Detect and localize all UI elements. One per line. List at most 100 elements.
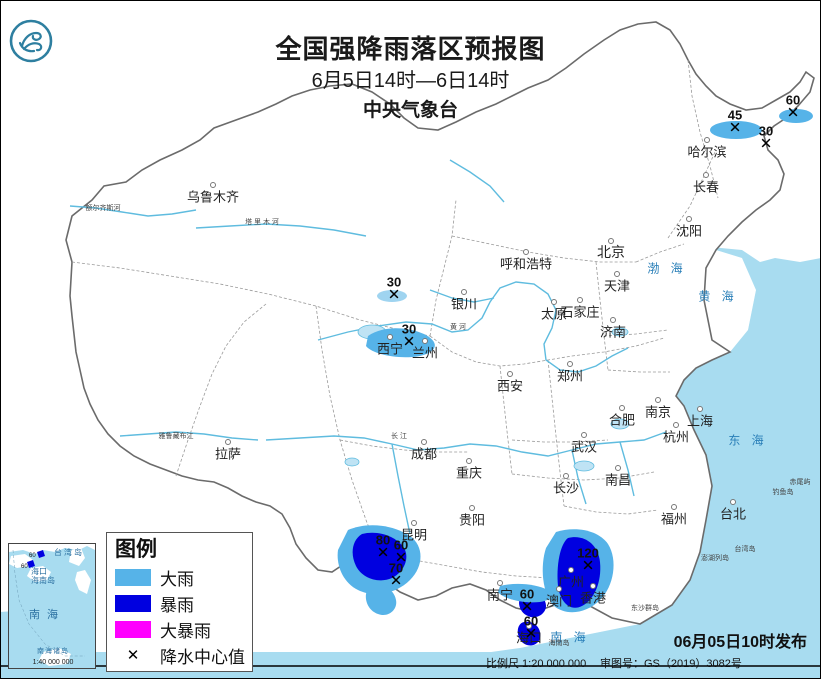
sea-label: 黄 海 <box>698 289 738 304</box>
city-marker-dot <box>610 317 616 323</box>
city-label: 海口 <box>515 630 543 646</box>
legend-item-rainstorm: 暴雨 <box>115 590 252 616</box>
city-label: 南昌 <box>604 472 632 488</box>
city-label: 贵阳 <box>458 512 486 528</box>
city-marker-dot <box>697 406 703 412</box>
city-label: 上海 <box>686 413 714 429</box>
rain-area-yunnan <box>337 525 421 616</box>
sea-label: 东 海 <box>728 433 768 448</box>
inset-label-haikou: 海口 <box>31 567 47 576</box>
city-label: 武汉 <box>570 439 598 455</box>
city-marker-dot <box>422 338 428 344</box>
city-marker-dot <box>421 439 427 445</box>
city-marker-dot <box>655 397 661 403</box>
city-marker-dot <box>615 465 621 471</box>
city-label: 西宁 <box>376 341 404 357</box>
city-marker-dot <box>461 289 467 295</box>
city-marker-dot <box>608 238 614 244</box>
city-marker-dot <box>563 473 569 479</box>
city-marker-dot <box>556 586 562 592</box>
legend-label-severe-rainstorm: 大暴雨 <box>160 621 211 641</box>
city-label: 西安 <box>496 378 524 394</box>
city-marker-dot <box>497 580 503 586</box>
city-label: 昆明 <box>400 527 428 543</box>
china-national-boundary <box>65 21 815 625</box>
city-marker-dot <box>671 504 677 510</box>
lakes <box>344 324 630 472</box>
city-label: 沈阳 <box>675 223 703 239</box>
geographic-feature-label: 长 江 <box>391 433 407 440</box>
city-label: 福州 <box>660 511 688 527</box>
city-marker-dot <box>577 297 583 303</box>
city-marker-dot <box>523 249 529 255</box>
geographic-feature-label: 钓鱼岛 <box>772 489 794 496</box>
legend-swatch-heavy-rain <box>115 568 151 586</box>
legend-item-severe-rainstorm: 大暴雨 <box>115 616 252 642</box>
city-label: 银川 <box>450 296 478 312</box>
geographic-feature-label: 海南岛 <box>548 640 570 647</box>
city-marker-dot <box>581 432 587 438</box>
geographic-feature-label: 澎湖列岛 <box>701 555 729 562</box>
city-marker-dot <box>614 271 620 277</box>
city-label: 太原 <box>540 306 568 322</box>
city-label: 长沙 <box>552 480 580 496</box>
x-marker-icon: ✕ <box>126 647 140 664</box>
city-label: 天津 <box>603 278 631 294</box>
city-marker-dot <box>387 334 393 340</box>
city-label: 南京 <box>644 404 672 420</box>
geographic-feature-label: 雅鲁藏布江 <box>158 433 194 440</box>
city-marker-dot <box>730 499 736 505</box>
city-label: 合肥 <box>608 412 636 428</box>
city-marker-dot <box>526 623 532 629</box>
rivers <box>69 159 667 535</box>
sea-label: 渤 海 <box>647 261 687 276</box>
city-label: 哈尔滨 <box>687 144 727 160</box>
city-marker-dot <box>466 458 472 464</box>
city-label: 杭州 <box>662 429 690 445</box>
city-marker-dot <box>703 172 709 178</box>
city-label: 兰州 <box>411 345 439 361</box>
south-china-sea-inset: 60 60 台湾岛 海口 海南岛 南 海 南海诸岛 1:40 000 000 <box>8 543 96 669</box>
rain-area-northeast <box>710 109 813 139</box>
city-label: 广州 <box>557 574 585 590</box>
geographic-feature-label: 东沙群岛 <box>631 605 659 612</box>
svg-text:60: 60 <box>29 553 36 559</box>
legend-label-rainstorm: 暴雨 <box>160 595 194 615</box>
city-label: 石家庄 <box>560 304 600 320</box>
map-scale-text: 比例尺 1:20 000 000 <box>486 658 587 670</box>
city-label: 重庆 <box>455 465 483 481</box>
geographic-feature-label: 塔 里 木 河 <box>245 219 279 226</box>
legend-swatch-rainstorm <box>115 594 151 612</box>
issue-time: 06月05日10时发布 <box>673 634 807 651</box>
city-marker-dot <box>225 439 231 445</box>
city-marker-dot <box>568 567 574 573</box>
inset-label-taiwan: 台湾岛 <box>54 548 84 557</box>
map-approval-number: 审图号：GS（2019）3082号 <box>600 658 742 670</box>
inset-label-south-china-sea-islands: 南海诸岛 <box>37 648 69 655</box>
city-marker-dot <box>507 371 513 377</box>
geographic-feature-label: 赤尾屿 <box>789 479 811 486</box>
city-marker-dot <box>619 405 625 411</box>
geographic-feature-label: 黄 河 <box>450 324 466 331</box>
city-marker-dot <box>673 422 679 428</box>
inset-label-south-china-sea: 南 海 <box>29 609 61 621</box>
legend-label-precip-center: 降水中心值 <box>160 647 245 667</box>
inset-scale-text: 1:40 000 000 <box>32 659 74 666</box>
city-marker-dot <box>704 137 710 143</box>
legend-box: 图例 大雨 暴雨 大暴雨 ✕ 降水中心值 <box>106 532 253 672</box>
city-marker-dot <box>686 216 692 222</box>
city-marker-dot <box>469 505 475 511</box>
city-label: 南宁 <box>486 587 514 603</box>
legend-item-heavy-rain: 大雨 <box>115 564 252 590</box>
city-marker-dot <box>567 361 573 367</box>
city-marker-dot <box>411 520 417 526</box>
city-label: 成都 <box>410 446 438 462</box>
city-label: 拉萨 <box>214 446 242 462</box>
legend-label-heavy-rain: 大雨 <box>160 569 194 589</box>
city-marker-dot <box>551 299 557 305</box>
legend-title: 图例 <box>115 538 157 561</box>
city-label: 济南 <box>599 324 627 340</box>
city-marker-dot <box>590 583 596 589</box>
cma-dragon-logo <box>8 18 54 64</box>
